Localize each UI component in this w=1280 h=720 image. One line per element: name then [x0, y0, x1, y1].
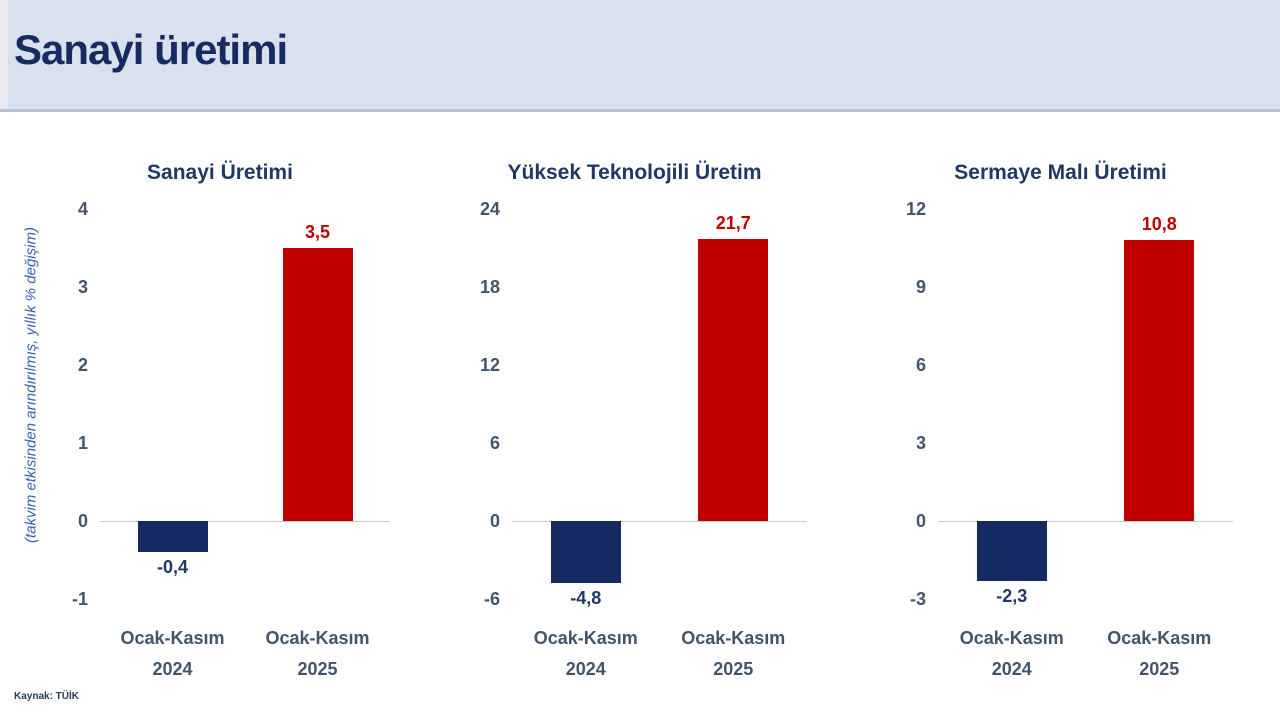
x-axis-categories: Ocak-Kasım 2024 Ocak-Kasım 2025 [938, 623, 1233, 693]
bar-value-label: -4,8 [570, 588, 602, 609]
bar-negative [137, 521, 208, 553]
category-year: 2024 [152, 659, 193, 679]
category-period: Ocak-Kasım [265, 628, 370, 648]
category-period: Ocak-Kasım [959, 628, 1064, 648]
plot-wrap: 12 9 6 3 0 -3 -2,3 10,8 [888, 199, 1233, 609]
chart-title: Yüksek Teknolojili Üretim [507, 161, 762, 184]
bar-positive [282, 248, 353, 521]
x-category-label: Ocak-Kasım 2025 [236, 623, 400, 685]
y-tick-label: 12 [479, 355, 500, 375]
y-tick-label: -6 [483, 589, 500, 609]
header-left-strip [0, 0, 8, 109]
plot-area: -2,3 10,8 [938, 209, 1233, 606]
chart-title: Sanayi Üretimi [147, 161, 293, 184]
y-tick-label: 18 [479, 277, 500, 297]
y-tick-label: 3 [77, 277, 88, 297]
chart-yuksek-teknolojili-uretim: Yüksek Teknolojili Üretim 24 18 12 6 0 -6 -4,… [462, 155, 807, 700]
chart-sanayi-uretimi: Sanayi Üretimi 4 3 2 1 0 -1 -0,4 3,5 Ocak-Kası… [50, 155, 390, 700]
bar-value-label: -2,3 [996, 585, 1028, 606]
category-period: Ocak-Kasım [120, 628, 225, 648]
y-tick-label: 0 [915, 511, 926, 531]
x-axis-categories: Ocak-Kasım 2024 Ocak-Kasım 2025 [100, 623, 390, 693]
bar-value-label: 10,8 [1141, 214, 1177, 235]
category-period: Ocak-Kasım [681, 628, 786, 648]
category-year: 2025 [1139, 659, 1180, 679]
bar-negative [976, 521, 1047, 581]
bar-negative [550, 521, 621, 584]
bar-value-label: -0,4 [156, 557, 189, 578]
axis-zero-line [100, 521, 390, 522]
chart-title: Sermaye Malı Üretimi [954, 161, 1167, 184]
x-category-label: Ocak-Kasım 2025 [651, 623, 815, 685]
page-title: Sanayi üretimi [14, 26, 288, 73]
x-category-label: Ocak-Kasım 2024 [91, 623, 255, 685]
y-tick-label: 12 [905, 199, 926, 219]
y-axis-ticks: 24 18 12 6 0 -6 [462, 199, 512, 609]
source-note: Kaynak: TÜİK [14, 691, 80, 702]
x-category-label: Ocak-Kasım 2024 [930, 623, 1094, 685]
axis-zero-line [512, 521, 807, 522]
category-year: 2024 [565, 659, 606, 679]
category-period: Ocak-Kasım [533, 628, 638, 648]
y-tick-label: 0 [77, 511, 88, 531]
x-axis-categories: Ocak-Kasım 2024 Ocak-Kasım 2025 [512, 623, 807, 693]
category-year: 2025 [297, 659, 338, 679]
plot-wrap: 24 18 12 6 0 -6 -4,8 21,7 [462, 199, 807, 609]
y-tick-label: 6 [489, 433, 500, 453]
y-axis-ticks: 4 3 2 1 0 -1 [50, 199, 100, 609]
y-tick-label: 1 [77, 433, 88, 453]
x-category-label: Ocak-Kasım 2025 [1077, 623, 1241, 685]
y-tick-label: 0 [489, 511, 500, 531]
y-tick-label: 3 [915, 433, 926, 453]
y-axis-label: (takvim etkisinden arındırılmış, yıllık … [22, 227, 40, 543]
y-tick-label: 6 [915, 355, 926, 375]
y-tick-label: 24 [479, 199, 500, 219]
chart-sermaye-mali-uretimi: Sermaye Malı Üretimi 12 9 6 3 0 -3 -2,3 10,8 O… [888, 155, 1233, 700]
y-tick-label: 9 [915, 277, 926, 297]
category-year: 2024 [991, 659, 1032, 679]
y-tick-label: 4 [77, 199, 88, 219]
plot-wrap: 4 3 2 1 0 -1 -0,4 3,5 [50, 199, 390, 609]
y-axis-ticks: 12 9 6 3 0 -3 [888, 199, 938, 609]
bar-positive [1124, 240, 1195, 521]
plot-area: -0,4 3,5 [100, 209, 390, 599]
y-tick-label: 2 [77, 355, 88, 375]
category-period: Ocak-Kasım [1107, 628, 1212, 648]
bar-positive [698, 238, 769, 521]
y-tick-label: -1 [71, 589, 88, 609]
bar-value-label: 3,5 [304, 222, 331, 242]
axis-zero-line [938, 521, 1233, 522]
x-category-label: Ocak-Kasım 2024 [504, 623, 668, 685]
category-year: 2025 [713, 659, 754, 679]
page-header: Sanayi üretimi [0, 0, 1280, 112]
plot-area: -4,8 21,7 [512, 209, 807, 608]
bar-value-label: 21,7 [715, 212, 751, 233]
y-tick-label: -3 [909, 589, 926, 609]
